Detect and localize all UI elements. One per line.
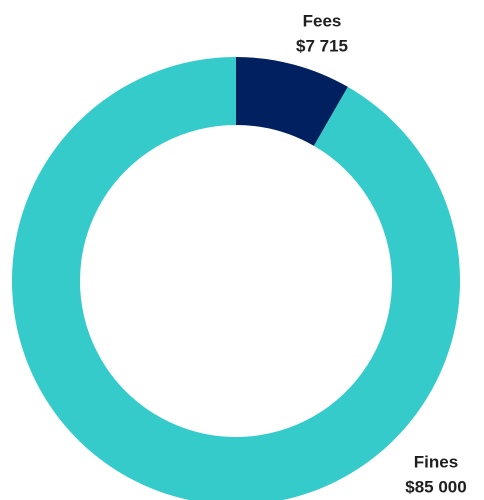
donut-slice [12,57,460,500]
donut-slice [236,57,348,146]
slice-value-label: $85 000 [405,477,466,496]
slice-value-label: $7 715 [296,36,348,55]
slice-category-label: Fees [303,11,342,30]
slice-category-label: Fines [414,452,458,471]
